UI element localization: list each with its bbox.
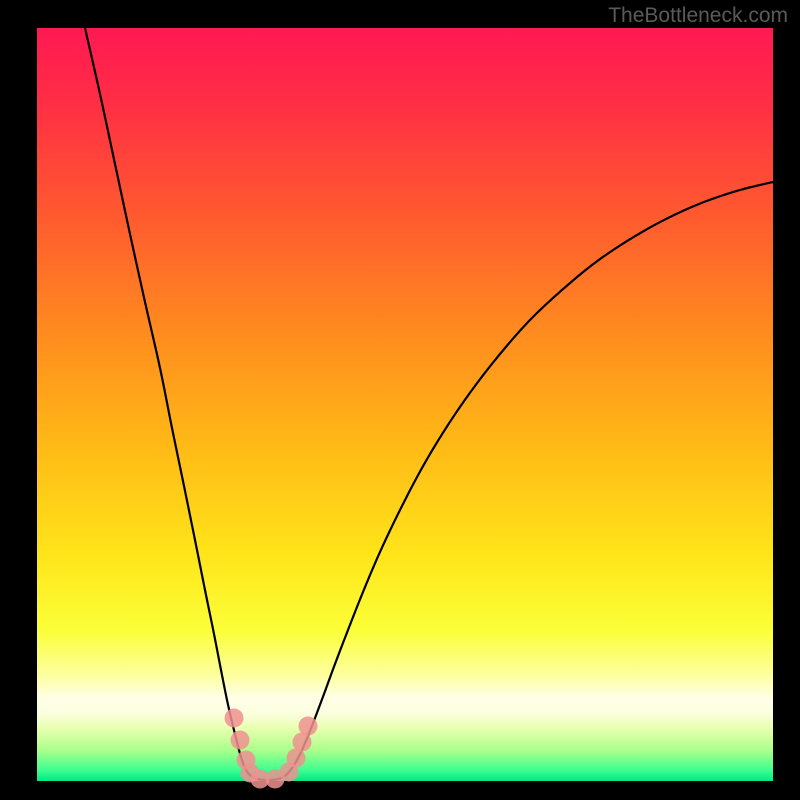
marker-dot [225, 709, 244, 728]
marker-dot [299, 717, 318, 736]
marker-dot [231, 731, 250, 750]
watermark-text: TheBottleneck.com [608, 4, 788, 28]
bottleneck-chart [0, 0, 800, 800]
gradient-background [37, 28, 773, 781]
